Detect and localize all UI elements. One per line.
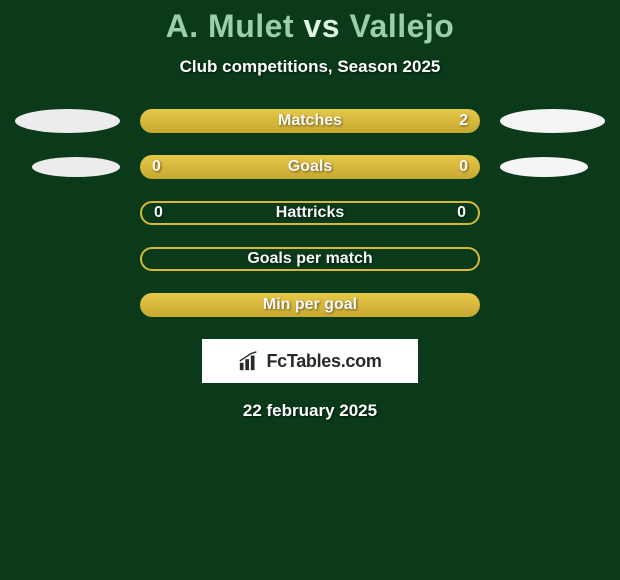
right-ellipse-icon <box>500 157 588 177</box>
stat-bar: Min per goal <box>140 293 480 317</box>
stat-left-value: 0 <box>152 158 161 176</box>
spacer <box>15 247 120 271</box>
left-ellipse-icon <box>32 157 120 177</box>
spacer <box>15 201 120 225</box>
vs-text: vs <box>303 8 340 44</box>
stat-row-goals: 0 Goals 0 <box>0 155 620 179</box>
stat-label: Goals per match <box>247 250 372 268</box>
stat-row-mpg: Min per goal <box>0 293 620 317</box>
comparison-card: A. Mulet vs Vallejo Club competitions, S… <box>0 0 620 421</box>
stat-row-hattricks: 0 Hattricks 0 <box>0 201 620 225</box>
spacer <box>500 201 605 225</box>
stat-bar: Goals per match <box>140 247 480 271</box>
stat-right-value: 0 <box>459 158 468 176</box>
stat-right-value: 0 <box>457 204 466 222</box>
stat-label: Hattricks <box>276 204 344 222</box>
stat-right-value: 2 <box>459 112 468 130</box>
right-ellipse-icon <box>500 109 605 133</box>
logo: FcTables.com <box>202 339 418 383</box>
player2-name: Vallejo <box>349 8 454 44</box>
player1-name: A. Mulet <box>166 8 294 44</box>
stat-row-matches: Matches 2 <box>0 109 620 133</box>
spacer <box>500 247 605 271</box>
date: 22 february 2025 <box>0 401 620 421</box>
stat-row-gpm: Goals per match <box>0 247 620 271</box>
stat-bar: Matches 2 <box>140 109 480 133</box>
stat-label: Matches <box>278 112 342 130</box>
logo-text: FcTables.com <box>266 351 381 372</box>
stat-label: Min per goal <box>263 296 357 314</box>
spacer <box>500 293 605 317</box>
stat-bar: 0 Hattricks 0 <box>140 201 480 225</box>
stat-left-value: 0 <box>154 204 163 222</box>
stat-bar: 0 Goals 0 <box>140 155 480 179</box>
left-ellipse-icon <box>15 109 120 133</box>
stat-label: Goals <box>288 158 332 176</box>
subtitle: Club competitions, Season 2025 <box>0 57 620 77</box>
chart-bars-icon <box>238 350 260 372</box>
title: A. Mulet vs Vallejo <box>0 8 620 45</box>
spacer <box>15 293 120 317</box>
